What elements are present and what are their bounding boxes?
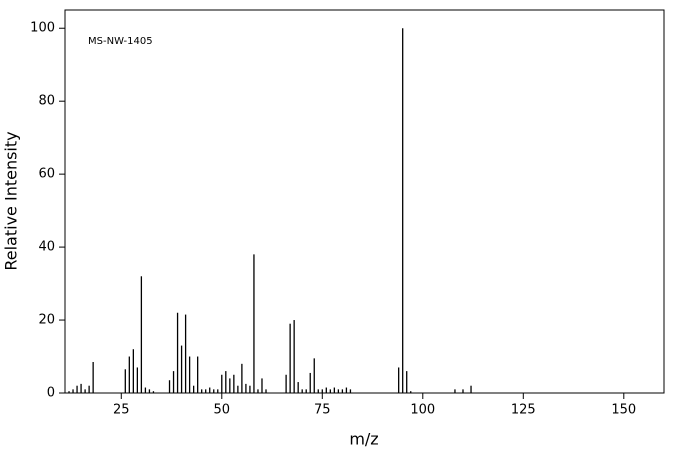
x-tick-label: 50 bbox=[214, 403, 231, 418]
y-tick-label: 60 bbox=[38, 167, 55, 182]
y-tick-label: 0 bbox=[47, 386, 55, 401]
x-tick-label: 75 bbox=[314, 403, 331, 418]
y-tick-label: 100 bbox=[30, 21, 55, 36]
y-tick-label: 40 bbox=[38, 240, 55, 255]
y-axis-label: Relative Intensity bbox=[2, 131, 21, 270]
x-tick-label: 100 bbox=[410, 403, 435, 418]
chart-title: MS-NW-1405 bbox=[88, 36, 153, 47]
x-axis-label: m/z bbox=[349, 430, 378, 449]
x-tick-label: 25 bbox=[113, 403, 130, 418]
plot-frame bbox=[64, 9, 665, 394]
y-tick-label: 20 bbox=[38, 313, 55, 328]
x-tick-label: 150 bbox=[611, 403, 636, 418]
y-tick-label: 80 bbox=[38, 94, 55, 109]
x-tick-label: 125 bbox=[511, 403, 536, 418]
